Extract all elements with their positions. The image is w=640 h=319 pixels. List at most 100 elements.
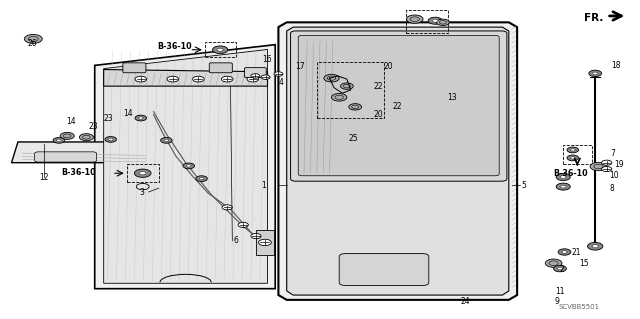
FancyBboxPatch shape (339, 254, 429, 286)
Text: 22: 22 (373, 82, 383, 91)
Circle shape (134, 169, 151, 177)
Polygon shape (287, 27, 509, 295)
Polygon shape (256, 230, 274, 255)
Text: 23: 23 (104, 114, 113, 122)
Circle shape (186, 165, 191, 167)
Circle shape (183, 163, 195, 169)
Circle shape (199, 177, 204, 180)
Circle shape (592, 245, 598, 248)
Circle shape (53, 137, 65, 143)
Circle shape (79, 134, 93, 141)
Text: 20: 20 (384, 63, 394, 71)
Circle shape (433, 19, 438, 22)
Circle shape (60, 132, 74, 139)
Bar (205, 42, 236, 57)
Text: 14: 14 (124, 109, 133, 118)
Circle shape (561, 185, 566, 188)
Polygon shape (104, 49, 268, 283)
Circle shape (222, 205, 232, 210)
Text: 21: 21 (572, 248, 581, 256)
Text: 24: 24 (461, 297, 470, 306)
FancyBboxPatch shape (123, 63, 146, 73)
Circle shape (196, 176, 207, 182)
FancyBboxPatch shape (298, 35, 499, 176)
Circle shape (212, 46, 228, 54)
Text: 14: 14 (66, 117, 76, 126)
Text: 18: 18 (611, 61, 621, 70)
Circle shape (557, 267, 563, 270)
Circle shape (24, 34, 42, 43)
Text: 15: 15 (579, 259, 589, 268)
Circle shape (554, 265, 566, 272)
Circle shape (558, 249, 571, 255)
Circle shape (251, 74, 260, 78)
Circle shape (545, 259, 562, 267)
Text: B-36-10: B-36-10 (61, 168, 95, 177)
Circle shape (193, 76, 204, 82)
Text: 12: 12 (40, 173, 49, 182)
Circle shape (570, 149, 575, 151)
Text: FR.: FR. (584, 12, 604, 23)
Text: 7: 7 (610, 149, 615, 158)
Circle shape (602, 167, 612, 172)
Text: 11: 11 (555, 287, 564, 296)
Circle shape (556, 183, 570, 190)
Text: 20: 20 (373, 110, 383, 119)
Circle shape (259, 239, 271, 246)
Circle shape (138, 117, 143, 119)
Bar (563, 145, 592, 164)
Circle shape (140, 172, 146, 175)
Text: B-36-10: B-36-10 (157, 42, 191, 51)
Text: 1: 1 (261, 181, 266, 189)
Text: 6: 6 (234, 236, 239, 245)
FancyBboxPatch shape (209, 63, 232, 73)
Circle shape (135, 115, 147, 121)
Circle shape (590, 162, 607, 171)
FancyBboxPatch shape (35, 152, 97, 162)
Circle shape (556, 174, 570, 181)
Circle shape (274, 72, 283, 76)
Text: 9: 9 (555, 297, 560, 306)
Circle shape (251, 234, 261, 239)
Circle shape (589, 70, 602, 77)
Circle shape (221, 76, 233, 82)
Circle shape (247, 76, 259, 82)
Circle shape (324, 74, 339, 82)
Circle shape (105, 137, 116, 142)
Circle shape (238, 222, 248, 227)
Circle shape (593, 72, 598, 75)
Circle shape (332, 93, 347, 101)
Circle shape (561, 176, 566, 178)
Polygon shape (278, 22, 517, 300)
Circle shape (406, 15, 423, 23)
Circle shape (164, 139, 169, 142)
Text: 2: 2 (560, 265, 564, 274)
Text: 8: 8 (609, 184, 614, 193)
Circle shape (349, 104, 362, 110)
Text: 25: 25 (349, 134, 358, 143)
Circle shape (56, 139, 61, 142)
Circle shape (428, 17, 442, 24)
Circle shape (567, 155, 579, 161)
Text: 23: 23 (88, 122, 98, 130)
Circle shape (602, 160, 612, 165)
Text: B-36-10: B-36-10 (554, 169, 588, 178)
Circle shape (261, 75, 270, 79)
Text: 10: 10 (609, 171, 619, 180)
Circle shape (108, 138, 113, 141)
Circle shape (588, 242, 603, 250)
Circle shape (161, 137, 172, 143)
Text: 22: 22 (392, 102, 402, 111)
Text: 19: 19 (614, 160, 624, 169)
Bar (317, 62, 384, 118)
Circle shape (570, 157, 575, 159)
FancyBboxPatch shape (291, 31, 507, 181)
Bar (406, 10, 448, 33)
Text: 26: 26 (28, 39, 37, 48)
Polygon shape (95, 45, 275, 289)
Circle shape (135, 76, 147, 82)
Text: 16: 16 (262, 55, 272, 63)
Text: 4: 4 (278, 78, 284, 87)
Text: 17: 17 (296, 63, 305, 71)
Circle shape (167, 76, 179, 82)
